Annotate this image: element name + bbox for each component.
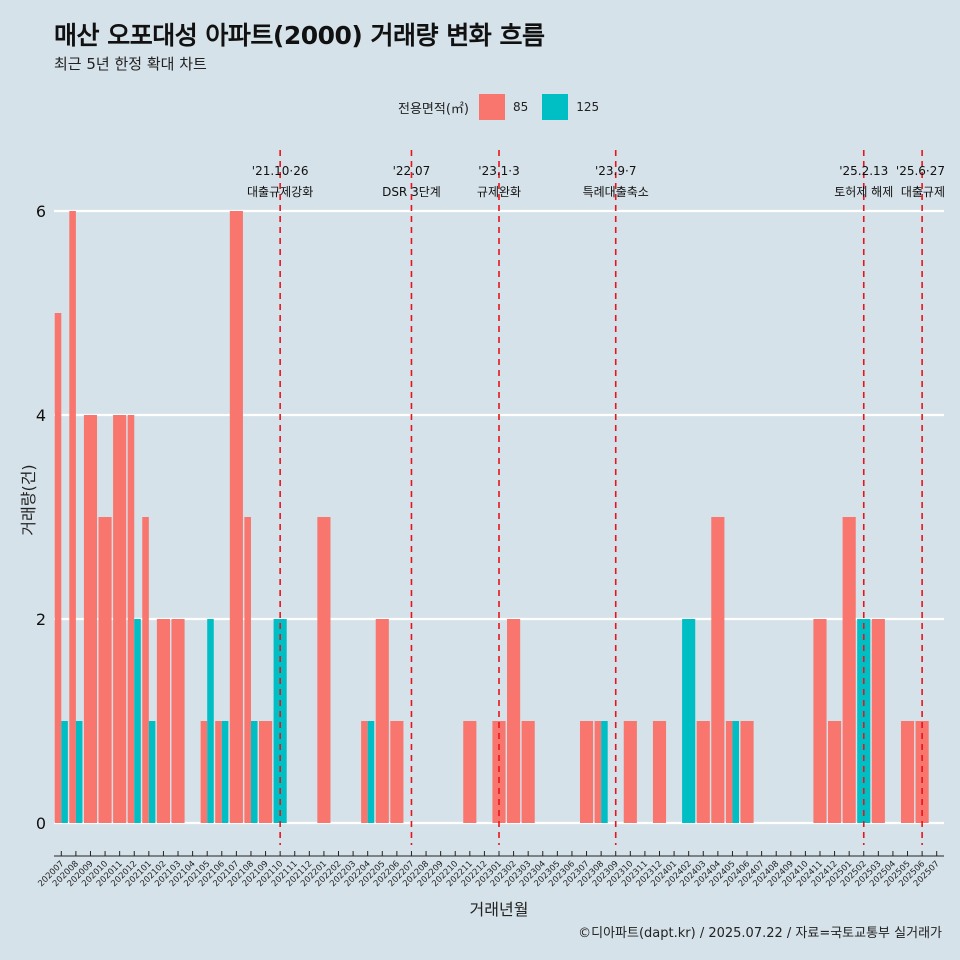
bar-85-202108 xyxy=(244,517,251,823)
legend-key-125 xyxy=(542,94,569,120)
bar-85-202303 xyxy=(521,721,535,823)
bar-85-202204 xyxy=(361,721,368,823)
source-caption: ©디아파트(dapt.kr) / 2025.07.22 / 자료=국토교통부 실… xyxy=(578,926,942,941)
bar-125-202405 xyxy=(732,721,740,823)
y-tick-label-6: 6 xyxy=(36,202,46,221)
event-label-4: 토허제 해제 xyxy=(834,185,893,199)
bar-125-202101 xyxy=(148,721,156,823)
bar-85-202310 xyxy=(623,721,637,823)
bar-85-202412 xyxy=(828,721,842,823)
bar-125-202402 xyxy=(682,619,696,823)
bar-85-202312 xyxy=(652,721,667,823)
bar-85-202403 xyxy=(696,721,710,823)
bar-85-202501 xyxy=(842,517,856,823)
chart-subtitle: 최근 5년 한정 확대 차트 xyxy=(54,55,207,73)
bar-85-202411 xyxy=(813,619,827,823)
bar-85-202011 xyxy=(113,415,127,823)
bar-85-202307 xyxy=(579,721,594,823)
bar-125-202502 xyxy=(857,619,871,823)
event-date-1: '22.07 xyxy=(393,164,431,178)
bar-85-202503 xyxy=(871,619,885,823)
bar-85-202505 xyxy=(900,721,915,823)
bar-125-202007 xyxy=(61,721,68,823)
bar-125-202110 xyxy=(273,619,287,823)
y-tick-label-0: 0 xyxy=(36,814,46,833)
bar-85-202101 xyxy=(142,517,149,823)
bar-85-202406 xyxy=(740,721,754,823)
bar-125-202204 xyxy=(367,721,375,823)
event-label-0: 대출규제강화 xyxy=(247,185,313,199)
bar-85-202302 xyxy=(507,619,521,823)
bar-85-202012 xyxy=(127,415,135,823)
bar-125-202106 xyxy=(221,721,229,823)
bar-85-202008 xyxy=(69,211,76,823)
chart-title: 매산 오포대성 아파트(2000) 거래량 변화 흐름 xyxy=(54,21,545,50)
event-date-5: '25.6·27 xyxy=(896,164,945,178)
legend: 전용면적(㎡) 85 125 xyxy=(398,94,613,120)
bar-125-202108 xyxy=(250,721,258,823)
bar-85-202105 xyxy=(200,721,208,823)
bar-85-202010 xyxy=(98,517,112,823)
bar-85-202405 xyxy=(725,721,733,823)
bar-85-202211 xyxy=(463,721,477,823)
legend-label-125: 125 xyxy=(576,100,600,114)
event-date-0: '21.10·26 xyxy=(252,164,309,178)
event-date-4: '25.2.13 xyxy=(839,164,888,178)
event-label-1: DSR 3단계 xyxy=(382,185,441,199)
event-label-5: 대출규제 xyxy=(901,185,945,199)
bar-85-202007 xyxy=(54,313,62,823)
y-axis-title: 거래량(건) xyxy=(19,464,38,535)
legend-key-85 xyxy=(478,94,505,120)
bar-125-202105 xyxy=(207,619,214,823)
event-label-2: 규제완화 xyxy=(477,185,521,199)
bar-125-202012 xyxy=(134,619,141,823)
legend-label-85: 85 xyxy=(512,100,529,114)
y-tick-label-4: 4 xyxy=(36,406,46,425)
bar-85-202308 xyxy=(594,721,602,823)
bar-85-202102 xyxy=(156,619,170,823)
bar-85-202205 xyxy=(375,619,389,823)
bar-125-202308 xyxy=(601,721,608,823)
legend-title: 전용면적(㎡) xyxy=(398,101,469,117)
bar-85-202106 xyxy=(215,721,222,823)
bar-125-202008 xyxy=(75,721,83,823)
bar-85-202009 xyxy=(83,415,98,823)
bar-85-202206 xyxy=(390,721,404,823)
y-tick-label-2: 2 xyxy=(36,610,46,629)
bar-85-202109 xyxy=(258,721,273,823)
bar-85-202404 xyxy=(711,517,725,823)
event-date-2: '23.1·3 xyxy=(478,164,519,178)
event-date-3: '23.9·7 xyxy=(595,164,636,178)
bar-85-202103 xyxy=(171,619,185,823)
bar-85-202107 xyxy=(229,211,243,823)
event-label-3: 특례대출축소 xyxy=(583,185,649,199)
x-axis-title: 거래년월 xyxy=(470,900,529,919)
bar-85-202201 xyxy=(317,517,331,823)
